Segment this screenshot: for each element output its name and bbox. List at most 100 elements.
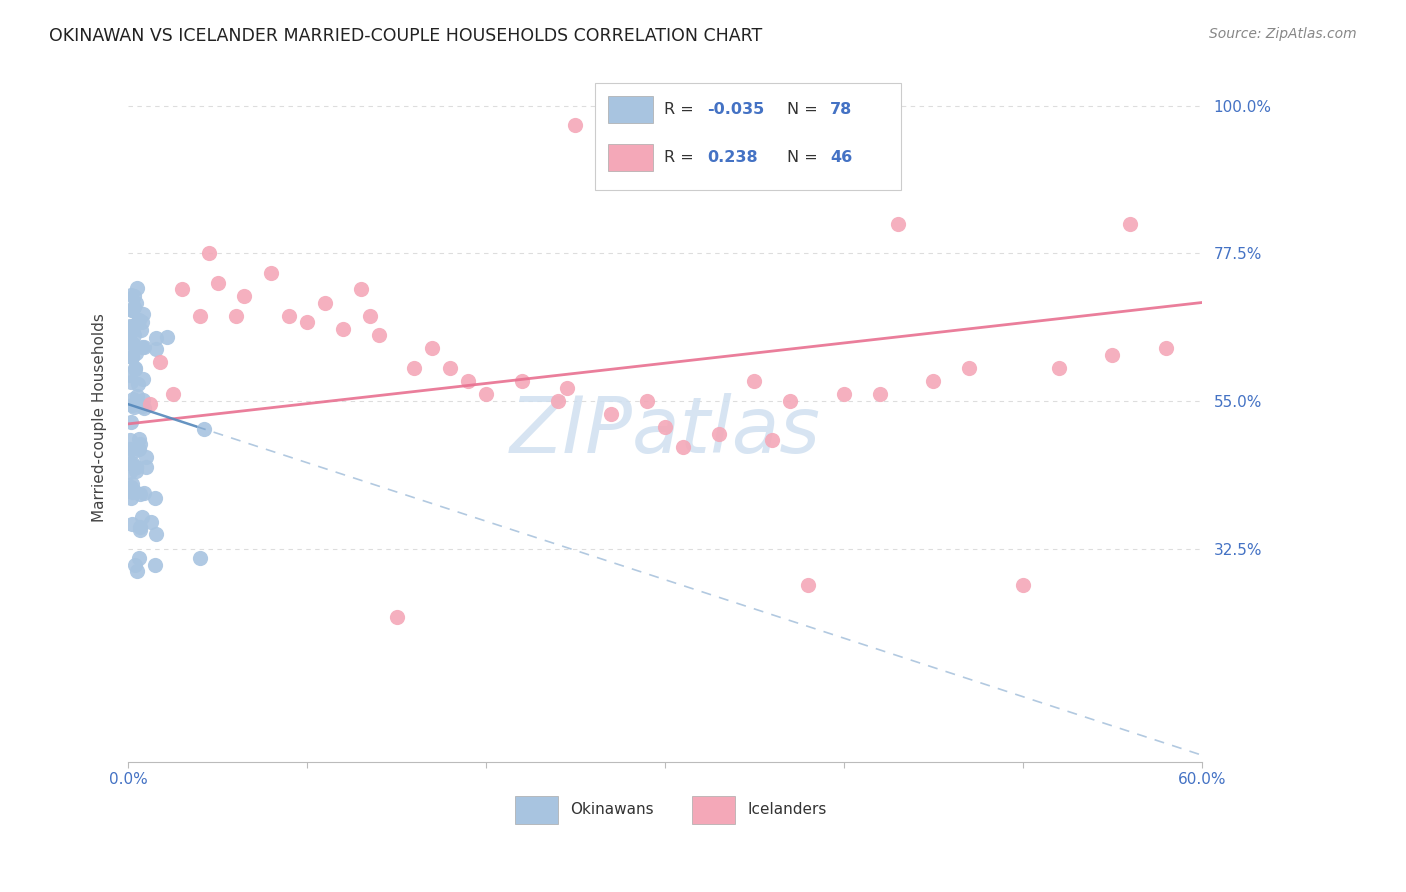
Point <box>138 397 160 411</box>
Point <box>350 282 373 296</box>
Point <box>457 374 479 388</box>
Point <box>134 486 156 500</box>
Point <box>131 340 153 354</box>
Point <box>120 324 142 338</box>
Point <box>761 434 783 448</box>
Point <box>132 307 155 321</box>
Text: ZIPatlas: ZIPatlas <box>509 393 820 469</box>
Point <box>118 465 141 479</box>
Point <box>131 323 153 337</box>
Point <box>162 387 184 401</box>
Point <box>128 551 150 566</box>
Point <box>131 399 153 413</box>
Text: Source: ZipAtlas.com: Source: ZipAtlas.com <box>1209 27 1357 41</box>
Point <box>143 491 166 505</box>
Point <box>1119 217 1142 231</box>
Point <box>555 381 578 395</box>
Point <box>1011 577 1033 591</box>
Point <box>121 302 143 317</box>
Point <box>207 276 229 290</box>
Point <box>122 300 145 314</box>
Point <box>120 491 142 505</box>
Point <box>125 464 148 478</box>
Point <box>118 319 141 334</box>
Text: N =: N = <box>787 102 823 117</box>
Text: N =: N = <box>787 150 823 165</box>
Point <box>122 289 145 303</box>
Point <box>225 309 247 323</box>
Point <box>121 482 143 496</box>
Point <box>125 346 148 360</box>
Bar <box>607 95 654 123</box>
Point <box>124 558 146 572</box>
Point <box>128 520 150 534</box>
Point <box>121 319 143 334</box>
Point <box>118 368 141 382</box>
Point <box>1154 342 1177 356</box>
Point <box>121 485 143 500</box>
Point <box>135 460 157 475</box>
Point <box>439 361 461 376</box>
Point <box>420 342 443 356</box>
Point <box>125 281 148 295</box>
Point <box>295 315 318 329</box>
Point <box>118 433 141 447</box>
Point <box>128 433 150 447</box>
Point <box>120 334 142 349</box>
Point <box>129 487 152 501</box>
Point <box>314 295 336 310</box>
Y-axis label: Married-couple Households: Married-couple Households <box>93 313 107 522</box>
Point <box>332 322 354 336</box>
Point <box>125 459 148 474</box>
Text: 46: 46 <box>831 150 852 165</box>
Point <box>404 361 426 376</box>
Point <box>128 523 150 537</box>
Point <box>118 442 141 456</box>
Point <box>564 119 586 133</box>
Point <box>707 426 730 441</box>
Point <box>193 422 215 436</box>
Text: Okinawans: Okinawans <box>571 803 654 817</box>
Text: 0.238: 0.238 <box>707 150 758 165</box>
Point <box>797 577 820 591</box>
Text: R =: R = <box>664 102 699 117</box>
Point <box>886 217 908 231</box>
Point <box>131 314 153 328</box>
Point <box>744 374 766 388</box>
Point <box>118 456 141 470</box>
Point <box>120 336 142 351</box>
Text: OKINAWAN VS ICELANDER MARRIED-COUPLE HOUSEHOLDS CORRELATION CHART: OKINAWAN VS ICELANDER MARRIED-COUPLE HOU… <box>49 27 762 45</box>
Point <box>145 331 167 345</box>
Point <box>122 443 145 458</box>
Point <box>129 437 152 451</box>
Point <box>121 456 143 470</box>
Point <box>145 342 167 356</box>
Point <box>120 319 142 334</box>
Point <box>131 392 153 407</box>
Point <box>139 515 162 529</box>
Point <box>125 460 148 475</box>
Text: R =: R = <box>664 150 699 165</box>
Point <box>121 350 143 364</box>
Bar <box>515 796 558 823</box>
Point <box>122 483 145 498</box>
Point <box>128 442 150 457</box>
Point <box>367 328 389 343</box>
Point <box>132 372 155 386</box>
Point <box>145 527 167 541</box>
Point <box>957 361 980 376</box>
Point <box>122 400 145 414</box>
Text: -0.035: -0.035 <box>707 102 763 117</box>
Point <box>125 317 148 331</box>
Bar <box>692 796 735 823</box>
Point <box>135 450 157 464</box>
Point <box>475 387 498 401</box>
Point <box>124 362 146 376</box>
Point <box>654 420 676 434</box>
Point <box>124 295 146 310</box>
Point <box>359 309 381 323</box>
Point <box>149 354 172 368</box>
Point <box>188 551 211 566</box>
Point <box>120 415 142 429</box>
Point <box>121 302 143 317</box>
